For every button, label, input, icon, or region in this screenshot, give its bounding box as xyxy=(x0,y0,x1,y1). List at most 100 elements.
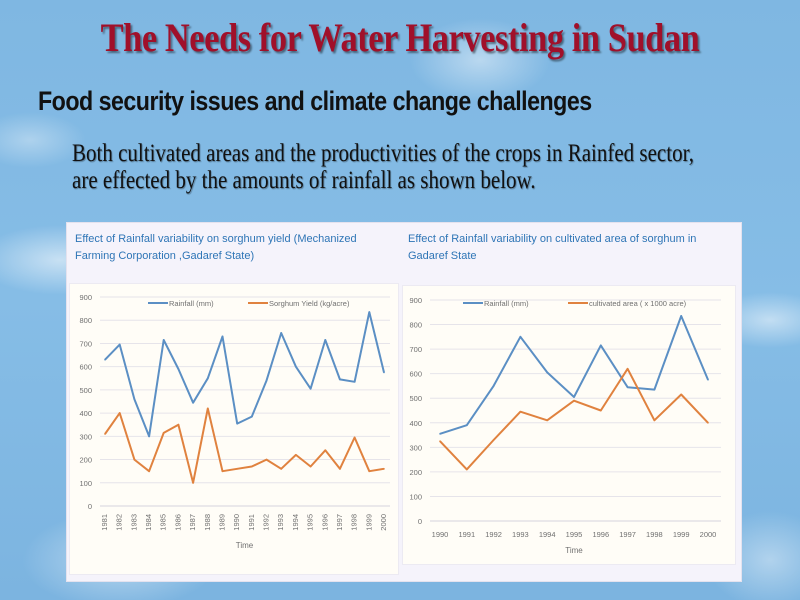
x-tick-label: 1998 xyxy=(646,530,663,539)
data-point xyxy=(280,332,283,334)
chart-2-svg: 0 100 200 300 400 500 600 700 800 900 1990 1991 1992… xyxy=(409,296,721,555)
data-point xyxy=(519,410,522,413)
data-point xyxy=(192,481,194,484)
chart-1-title: Effect of Rainfall variability on sorghu… xyxy=(75,231,357,265)
x-tick-label: 1996 xyxy=(320,514,329,531)
data-point xyxy=(339,468,341,470)
x-tick-label: 2000 xyxy=(379,514,388,531)
data-point xyxy=(546,371,548,374)
series-line-rainfall xyxy=(104,311,385,438)
data-point xyxy=(148,435,150,438)
data-point xyxy=(573,399,575,402)
y-tick-label: 800 xyxy=(409,321,422,330)
x-tick-label: 1987 xyxy=(188,514,197,531)
x-axis-title: Time xyxy=(565,546,583,555)
data-point xyxy=(265,379,268,382)
data-point xyxy=(573,396,575,398)
data-point xyxy=(383,468,385,470)
x-tick-label: 1990 xyxy=(432,530,449,539)
data-point xyxy=(251,465,253,468)
slide-subtitle: Food security issues and climate change … xyxy=(38,86,592,116)
data-point xyxy=(680,315,682,317)
series-line-rainfall xyxy=(439,315,709,435)
y-tick-label: 700 xyxy=(79,339,92,348)
chart-1-area: 0 100 200 300 400 500 600 700 800 900 1981 1982 1983… xyxy=(69,283,399,575)
legend-label: Sorghum Yield (kg/acre) xyxy=(269,299,350,308)
data-point xyxy=(162,432,165,434)
y-tick-label: 500 xyxy=(79,386,92,395)
y-tick-label: 500 xyxy=(409,394,422,403)
data-point xyxy=(309,387,312,390)
slide-title: The Needs for Water Harvesting in Sudan xyxy=(100,15,700,60)
y-tick-label: 200 xyxy=(79,456,92,465)
data-point xyxy=(353,436,356,439)
body-line-1: Both cultivated areas and the productivi… xyxy=(72,140,694,167)
data-point xyxy=(353,380,356,383)
y-tick-label: 0 xyxy=(88,502,92,511)
chart-2-title-line-1: Effect of Rainfall variability on cultiv… xyxy=(408,233,697,245)
data-point xyxy=(439,433,441,435)
data-point xyxy=(324,339,327,341)
x-tick-label: 1996 xyxy=(592,530,609,539)
data-point xyxy=(707,379,709,381)
data-point xyxy=(519,336,522,338)
y-tick-label: 800 xyxy=(79,316,92,325)
chart-1-title-line-2: Farming Corporation ,Gadaref State) xyxy=(75,250,255,262)
x-tick-label: 1995 xyxy=(306,514,315,531)
data-point xyxy=(295,454,297,456)
data-point xyxy=(295,365,297,368)
x-tick-label: 1992 xyxy=(485,530,502,539)
data-point xyxy=(118,412,121,414)
data-point xyxy=(680,393,682,396)
data-point xyxy=(626,367,629,370)
data-point xyxy=(324,449,327,452)
data-point xyxy=(280,468,283,470)
data-point xyxy=(368,470,371,472)
data-point xyxy=(118,343,121,346)
x-tick-label: 1984 xyxy=(144,514,153,531)
data-point xyxy=(148,470,150,472)
x-tick-label: 1982 xyxy=(115,514,124,531)
x-tick-label: 1988 xyxy=(203,514,212,531)
chart-2-area: 0 100 200 300 400 500 600 700 800 900 1990 1991 1992… xyxy=(402,285,736,565)
data-point xyxy=(339,378,341,381)
data-point xyxy=(600,344,602,347)
slide-body-text: Both cultivated areas and the productivi… xyxy=(72,140,710,194)
x-tick-label: 1998 xyxy=(350,514,359,531)
data-point xyxy=(221,335,224,338)
x-tick-label: 1997 xyxy=(335,514,344,531)
data-point xyxy=(177,368,180,370)
y-tick-label: 900 xyxy=(79,293,92,302)
data-point xyxy=(466,424,468,427)
y-tick-label: 600 xyxy=(79,363,92,372)
x-tick-label: 1990 xyxy=(232,514,241,531)
data-point xyxy=(439,440,441,442)
x-tick-label: 1994 xyxy=(291,514,300,531)
data-point xyxy=(236,468,238,470)
x-tick-label: 1993 xyxy=(512,530,529,539)
x-axis-title: Time xyxy=(236,541,254,550)
chart-1-title-line-1: Effect of Rainfall variability on sorghu… xyxy=(75,233,357,245)
x-tick-label: 1999 xyxy=(673,530,690,539)
data-point xyxy=(309,465,312,468)
x-tick-label: 1992 xyxy=(262,514,271,531)
data-point xyxy=(546,419,548,422)
data-point xyxy=(492,385,495,387)
data-point xyxy=(707,421,709,424)
y-tick-label: 0 xyxy=(418,517,422,526)
body-line-2: are effected by the amounts of rainfall … xyxy=(72,167,536,194)
x-tick-label: 1986 xyxy=(173,514,182,531)
data-point xyxy=(466,468,468,471)
data-point xyxy=(192,401,194,404)
chart-1-svg: 0 100 200 300 400 500 600 700 800 900 1981 1982 1983… xyxy=(79,293,390,550)
legend-label: cultivated area ( x 1000 acre) xyxy=(589,299,687,308)
y-tick-label: 600 xyxy=(409,370,422,379)
x-tick-label: 1997 xyxy=(619,530,636,539)
data-point xyxy=(236,422,238,425)
y-tick-label: 700 xyxy=(409,345,422,354)
x-tick-label: 1994 xyxy=(539,530,556,539)
y-tick-label: 200 xyxy=(409,468,422,477)
data-point xyxy=(653,419,656,422)
data-point xyxy=(133,398,136,400)
data-point xyxy=(653,388,656,391)
